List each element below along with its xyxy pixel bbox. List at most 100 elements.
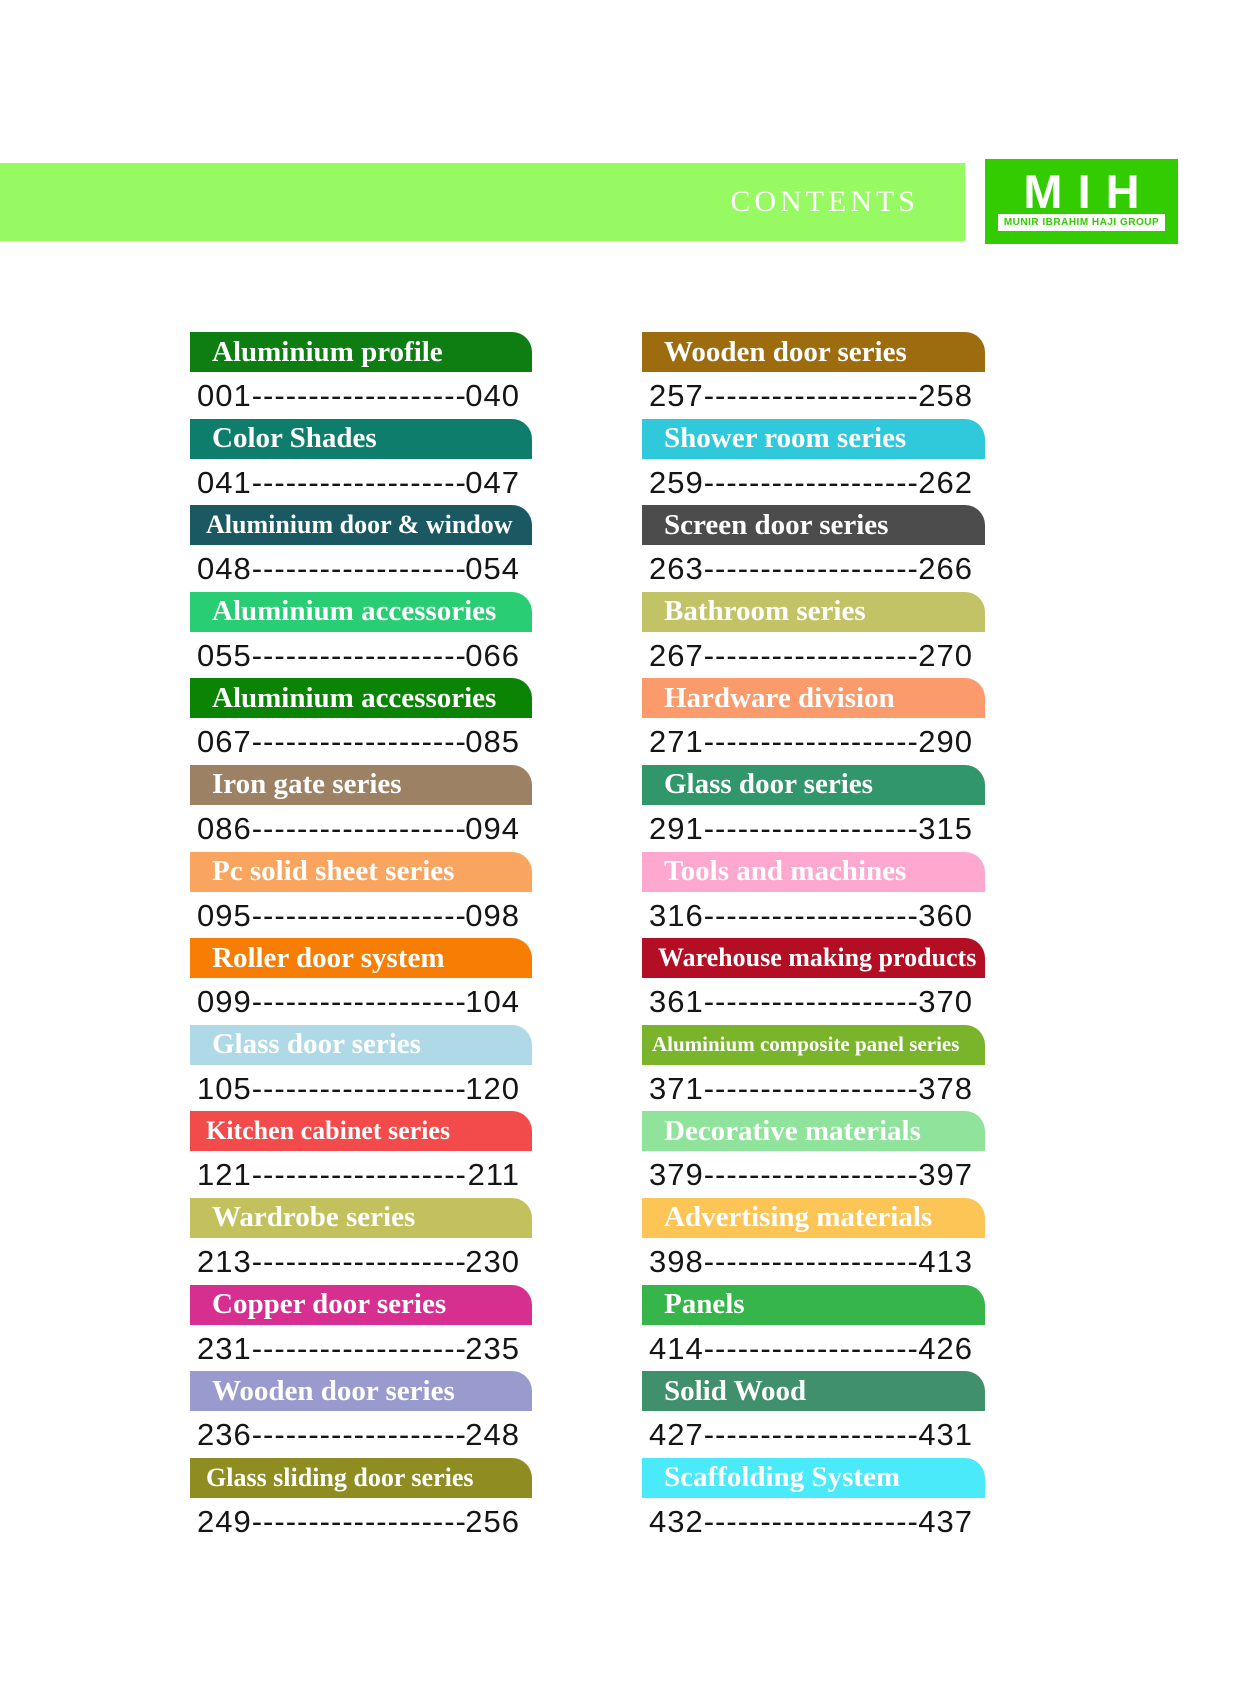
page-range: 427 -------------------- 431 (642, 1417, 985, 1453)
toc-category-bar: Scaffolding System (642, 1457, 985, 1498)
toc-item: Aluminium accessories 067 --------------… (190, 678, 532, 765)
toc-item: Decorative materials 379 ---------------… (642, 1111, 985, 1198)
toc-category-bar: Warehouse making products (642, 938, 985, 979)
page-range-start: 249 (197, 1503, 252, 1539)
toc-category-label: Advertising materials (664, 1201, 933, 1234)
page-range-leader: -------------------- (251, 984, 466, 1020)
page-title: CONTENTS (730, 185, 919, 218)
toc-item: Aluminium profile 001 ------------------… (190, 332, 532, 419)
toc-category-label: Wooden door series (664, 335, 907, 368)
page-range: 371 -------------------- 378 (642, 1071, 985, 1107)
page-range-end: 315 (918, 810, 973, 846)
page-range-end: 047 (465, 464, 520, 500)
toc-category-label: Panels (664, 1288, 745, 1321)
toc-item: Warehouse making products 361 ----------… (642, 938, 985, 1025)
page-range-leader: -------------------- (251, 810, 466, 846)
toc-category-label: Color Shades (212, 422, 377, 455)
toc-item: Glass door series 291 ------------------… (642, 764, 985, 852)
page-range-start: 291 (649, 810, 704, 846)
page-range-end: 040 (465, 378, 520, 413)
toc-item: Aluminium composite panel series 371 ---… (642, 1024, 985, 1112)
page-range-end: 426 (918, 1330, 973, 1366)
page-range-end: 397 (918, 1157, 973, 1193)
toc-item: Wooden door series 236 -----------------… (190, 1371, 532, 1458)
page-range-start: 095 (197, 897, 252, 933)
page-range: 041 -------------------- 047 (190, 465, 532, 501)
page-range: 379 -------------------- 397 (642, 1157, 985, 1193)
page-range-start: 398 (649, 1243, 704, 1279)
toc-category-bar: Tools and machines (642, 851, 985, 892)
toc-category-label: Bathroom series (664, 595, 866, 628)
page-range-start: 055 (197, 637, 252, 673)
page-range-end: 270 (918, 637, 973, 673)
toc-category-label: Aluminium door & window (206, 510, 513, 540)
toc-category-label: Wooden door series (212, 1374, 455, 1407)
toc-item: Roller door system 099 -----------------… (190, 938, 532, 1025)
toc-item: Tools and machines 316 -----------------… (642, 851, 985, 939)
toc-category-bar: Solid Wood (642, 1371, 985, 1412)
page-range-end: 104 (465, 984, 520, 1020)
toc-column-right: Wooden door series 257 -----------------… (642, 332, 985, 1544)
toc-category-bar: Copper door series (190, 1284, 532, 1325)
toc-item: Pc solid sheet series 095 --------------… (190, 851, 532, 939)
toc-category-bar: Color Shades (190, 418, 532, 459)
toc-category-label: Wardrobe series (212, 1201, 416, 1234)
toc-item: Kitchen cabinet series 121 -------------… (190, 1111, 532, 1198)
toc-category-label: Glass sliding door series (206, 1462, 474, 1492)
page-range: 095 -------------------- 098 (190, 898, 532, 934)
page-range-leader: -------------------- (251, 1243, 466, 1279)
page-range-end: 431 (918, 1417, 973, 1453)
toc-item: Scaffolding System 432 -----------------… (642, 1457, 985, 1545)
toc: Aluminium profile 001 ------------------… (190, 332, 985, 1544)
page-range-leader: -------------------- (703, 1417, 919, 1453)
page-range-end: 370 (918, 984, 973, 1020)
toc-item: Aluminium accessories 055 --------------… (190, 591, 532, 679)
page-range: 271 -------------------- 290 (642, 724, 985, 760)
toc-category-bar: Iron gate series (190, 764, 532, 805)
toc-category-label: Tools and machines (664, 855, 907, 888)
page-range: 099 -------------------- 104 (190, 984, 532, 1020)
toc-category-bar: Glass sliding door series (190, 1457, 532, 1498)
toc-category-label: Pc solid sheet series (212, 855, 455, 888)
toc-item: Wardrobe series 213 --------------------… (190, 1197, 532, 1285)
toc-item: Panels 414 -------------------- 426 (642, 1284, 985, 1372)
toc-category-bar: Wardrobe series (190, 1197, 532, 1238)
page-range-start: 316 (649, 897, 704, 933)
toc-category-label: Glass door series (664, 768, 873, 801)
page-range-start: 414 (649, 1330, 704, 1366)
toc-category-label: Aluminium accessories (212, 595, 497, 628)
page-range-leader: -------------------- (703, 464, 919, 500)
page-range-leader: -------------------- (251, 1330, 466, 1366)
page-range-start: 001 (197, 378, 252, 413)
page-range: 267 -------------------- 270 (642, 638, 985, 674)
page-range-start: 231 (197, 1330, 252, 1366)
page-range-start: 236 (197, 1417, 252, 1453)
toc-category-label: Glass door series (212, 1028, 421, 1061)
page-range-start: 041 (197, 464, 252, 500)
toc-category-bar: Aluminium composite panel series (642, 1024, 985, 1065)
page-range-end: 262 (918, 464, 973, 500)
page-range: 105 -------------------- 120 (190, 1071, 532, 1107)
page-range-leader: -------------------- (251, 464, 466, 500)
page-range-leader: -------------------- (703, 984, 919, 1020)
page-range-end: 437 (918, 1503, 973, 1539)
toc-category-label: Decorative materials (664, 1114, 921, 1147)
page-range-leader: -------------------- (703, 637, 919, 673)
page-range-start: 257 (649, 378, 704, 413)
page-range: 259 -------------------- 262 (642, 465, 985, 501)
toc-item: Solid Wood 427 -------------------- 431 (642, 1371, 985, 1458)
page-range-leader: -------------------- (703, 551, 919, 587)
page-range-start: 213 (197, 1243, 252, 1279)
page-range-start: 105 (197, 1070, 252, 1106)
toc-category-label: Hardware division (664, 681, 895, 714)
toc-category-bar: Aluminium profile (190, 332, 532, 372)
page-range-end: 378 (918, 1070, 973, 1106)
page-range-leader: -------------------- (251, 551, 466, 587)
toc-item: Hardware division 271 ------------------… (642, 678, 985, 765)
page-range-start: 361 (649, 984, 704, 1020)
toc-category-label: Warehouse making products (658, 943, 977, 973)
toc-item: Color Shades 041 -------------------- 04… (190, 418, 532, 506)
page-range-end: 054 (465, 551, 520, 587)
toc-category-bar: Aluminium door & window (190, 505, 532, 546)
page-range-end: 248 (465, 1417, 520, 1453)
